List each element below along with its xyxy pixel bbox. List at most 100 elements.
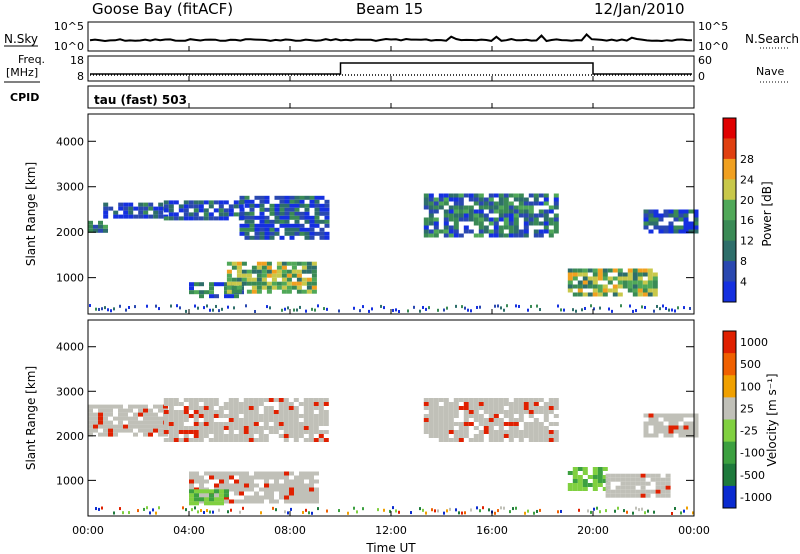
heat-cell-r5 (592, 475, 598, 479)
heat-cell-r1 (318, 398, 324, 402)
clutter-cell (683, 306, 685, 310)
heat-cell-r3 (224, 489, 229, 494)
heat-cell-r1 (203, 430, 209, 434)
heat-cell-r6 (433, 197, 439, 202)
heat-cell-r4 (498, 430, 504, 434)
freq-tick-top: 18 (70, 54, 84, 67)
heat-cell-r7 (668, 421, 674, 426)
heat-cell-r2 (193, 200, 199, 205)
clutter-cell (689, 306, 691, 310)
heat-cell-r4 (443, 422, 449, 426)
heat-cell-r2 (304, 491, 309, 496)
heat-cell-r5 (236, 285, 242, 290)
heat-cell-r3 (249, 211, 255, 216)
heat-cell-r7 (582, 292, 588, 297)
heat-cell-r0 (103, 432, 108, 437)
heat-cell-r6 (433, 209, 439, 214)
colorbar-swatch (723, 261, 736, 283)
heat-cell-r6 (513, 193, 519, 198)
heat-cell-r3 (259, 211, 265, 216)
heat-cell-r5 (301, 289, 307, 294)
heat-cell-r4 (523, 422, 529, 426)
heat-cell-r6 (453, 217, 459, 222)
heat-cell-r5 (251, 281, 257, 286)
heat-cell-r3 (209, 497, 214, 502)
heat-cell-r7 (658, 425, 664, 430)
heat-cell-r4 (493, 402, 499, 406)
heat-cell-r7 (653, 433, 659, 438)
heat-cell-r4 (538, 398, 544, 402)
heat-cell-r2 (228, 204, 234, 209)
heat-cell-r4 (199, 290, 204, 295)
heat-cell-r4 (488, 406, 494, 410)
heat-cell-r6 (433, 221, 439, 226)
heat-cell-r5 (306, 261, 312, 266)
heat-cell-r3 (289, 231, 295, 236)
heat-cell-r8 (693, 221, 699, 226)
heat-cell-r7 (632, 280, 638, 285)
heat-cell-r3 (219, 493, 224, 498)
heat-cell-r2 (228, 208, 234, 213)
clutter-cell (494, 511, 496, 515)
clutter-cell (353, 506, 355, 510)
heat-cell-r5 (301, 269, 307, 274)
heat-cell-r4 (433, 410, 439, 414)
heat-cell-r2 (259, 499, 264, 504)
heat-cell-r2 (168, 212, 174, 217)
heat-cell-r2 (284, 483, 289, 488)
heat-cell-r6 (498, 225, 504, 230)
heat-cell-r4 (423, 402, 429, 406)
colorbar-tick: 25 (740, 402, 754, 415)
heat-cell-r0 (93, 412, 98, 417)
heat-cell-r1 (318, 430, 324, 434)
heat-cell-r6 (605, 477, 611, 482)
heat-cell-r2 (224, 495, 229, 500)
heat-cell-r0 (108, 408, 113, 413)
heat-cell-r2 (234, 499, 239, 504)
heat-cell-r7 (592, 272, 598, 277)
heat-cell-r5 (246, 273, 252, 278)
heat-cell-r7 (658, 413, 664, 418)
clutter-cell (590, 510, 592, 514)
heat-cell-r6 (665, 485, 671, 490)
colorbar-swatch (723, 240, 736, 262)
heat-cell-r6 (630, 477, 636, 482)
heat-cell-r4 (533, 422, 539, 426)
heat-cell-r7 (668, 433, 674, 438)
heat-cell-r1 (293, 434, 299, 438)
heat-cell-r0 (128, 416, 133, 421)
freq-trace (90, 62, 692, 75)
heat-cell-r6 (453, 197, 459, 202)
heat-cell-r2 (194, 475, 199, 480)
heat-cell-r4 (478, 422, 484, 426)
heat-cell-r3 (314, 203, 320, 208)
heat-cell-r2 (249, 479, 254, 484)
heat-cell-r6 (453, 205, 459, 210)
heat-cell-r6 (443, 225, 449, 230)
heat-cell-r1 (248, 402, 254, 406)
heat-cell-r4 (498, 422, 504, 426)
heat-cell-r1 (183, 414, 189, 418)
heat-cell-r7 (653, 413, 659, 418)
clutter-cell (470, 508, 472, 512)
heat-cell-r0 (113, 432, 118, 437)
heat-cell-r4 (528, 426, 534, 430)
heat-cell-r7 (612, 276, 618, 281)
heat-cell-r4 (423, 422, 429, 426)
heat-cell-r6 (428, 213, 434, 218)
heat-cell-r0 (128, 408, 133, 413)
clutter-cell (95, 507, 97, 511)
heat-cell-r2 (244, 499, 249, 504)
heat-cell-r1 (148, 206, 154, 211)
heat-cell-r1 (298, 430, 304, 434)
heat-cell-r2 (224, 499, 229, 504)
heat-cell-r4 (503, 434, 509, 438)
heat-cell-r2 (259, 471, 264, 476)
heat-cell-r5 (266, 285, 272, 290)
heat-cell-r6 (443, 193, 449, 198)
heat-cell-r7 (632, 272, 638, 277)
heat-cell-r1 (228, 410, 234, 414)
heat-cell-r1 (298, 414, 304, 418)
heat-cell-r0 (133, 416, 138, 421)
heat-cell-r2 (249, 487, 254, 492)
